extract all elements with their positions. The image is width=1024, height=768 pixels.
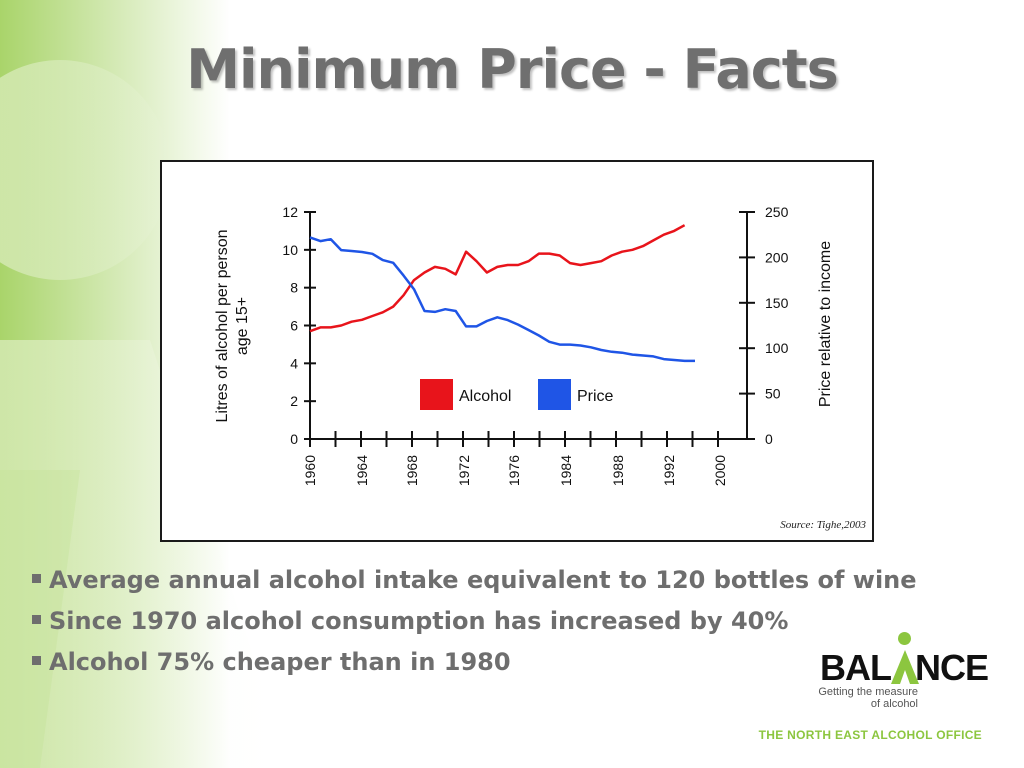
right-axis-tick-label: 250 — [765, 204, 789, 220]
series-line-alcohol — [309, 224, 686, 333]
left-axis-tick-label: 8 — [290, 280, 298, 296]
bullet-item: Since 1970 alcohol consumption has incre… — [32, 605, 917, 646]
slide-title: Minimum Price - Facts — [186, 38, 838, 101]
bullet-item: Alcohol 75% cheaper than in 1980 — [32, 646, 917, 687]
left-axis-title-line2: age 15+ — [234, 297, 251, 355]
legend-swatch-price — [538, 379, 571, 410]
left-axis-tick-label: 2 — [290, 393, 298, 409]
right-axis-title: Price relative to income — [817, 241, 834, 407]
legend-label-price: Price — [577, 388, 614, 405]
x-axis-tick-label: 1960 — [302, 455, 318, 486]
x-axis-tick-label: 1968 — [404, 455, 420, 486]
bullet-text: Alcohol 75% cheaper than in 1980 — [49, 648, 511, 676]
left-axis-tick-label: 10 — [282, 242, 298, 258]
right-axis-tick-label: 100 — [765, 340, 789, 356]
x-axis-tick-label: 1976 — [506, 455, 522, 486]
x-axis-tick-label: 1972 — [456, 455, 472, 486]
left-axis-tick-label: 0 — [290, 431, 298, 447]
x-axis-tick-label: 2000 — [712, 455, 728, 486]
footer-organisation: THE NORTH EAST ALCOHOL OFFICE — [758, 728, 982, 742]
left-axis-tick-label: 6 — [290, 318, 298, 334]
bullet-text: Average annual alcohol intake equivalent… — [49, 566, 917, 594]
left-axis-title: Litres of alcohol per person — [214, 230, 231, 423]
x-axis-tick-label: 1984 — [558, 455, 574, 486]
logo-caret-icon — [891, 650, 919, 684]
right-axis-tick-label: 150 — [765, 295, 789, 311]
left-axis-tick-label: 4 — [290, 355, 298, 371]
logo-dot-icon — [898, 632, 911, 645]
x-axis-tick-label: 1964 — [354, 455, 370, 486]
chart-frame: 0 2 4 6 8 10 12 0 50 100 150 200 250 1960 1964 1968 1972… — [160, 160, 874, 542]
bullet-icon — [32, 573, 41, 583]
chart-svg: 0 2 4 6 8 10 12 0 50 100 150 200 250 1960 1964 1968 1972… — [214, 204, 866, 531]
bullet-item: Average annual alcohol intake equivalent… — [32, 564, 917, 605]
right-axis-tick-label: 200 — [765, 249, 789, 265]
logo-wordmark: BAL NCE — [820, 647, 989, 688]
bullet-text: Since 1970 alcohol consumption has incre… — [49, 607, 789, 635]
bullet-icon — [32, 655, 41, 665]
logo-tagline: Getting the measure of alcohol — [818, 686, 918, 710]
chart-source-note: Source: Tighe,2003 — [780, 519, 866, 531]
bullet-list: Average annual alcohol intake equivalent… — [32, 564, 917, 687]
left-axis-tick-label: 12 — [282, 204, 298, 220]
legend-swatch-alcohol — [420, 379, 453, 410]
balance-logo: BAL NCE Getting the measure of alcohol — [818, 630, 989, 714]
series-line-price — [309, 236, 695, 363]
bullet-icon — [32, 614, 41, 624]
legend-label-alcohol: Alcohol — [459, 388, 511, 405]
right-axis-tick-label: 50 — [765, 386, 781, 402]
right-axis-tick-label: 0 — [765, 431, 773, 447]
x-axis-tick-label: 1988 — [610, 455, 626, 486]
x-axis-tick-label: 1992 — [661, 455, 677, 486]
